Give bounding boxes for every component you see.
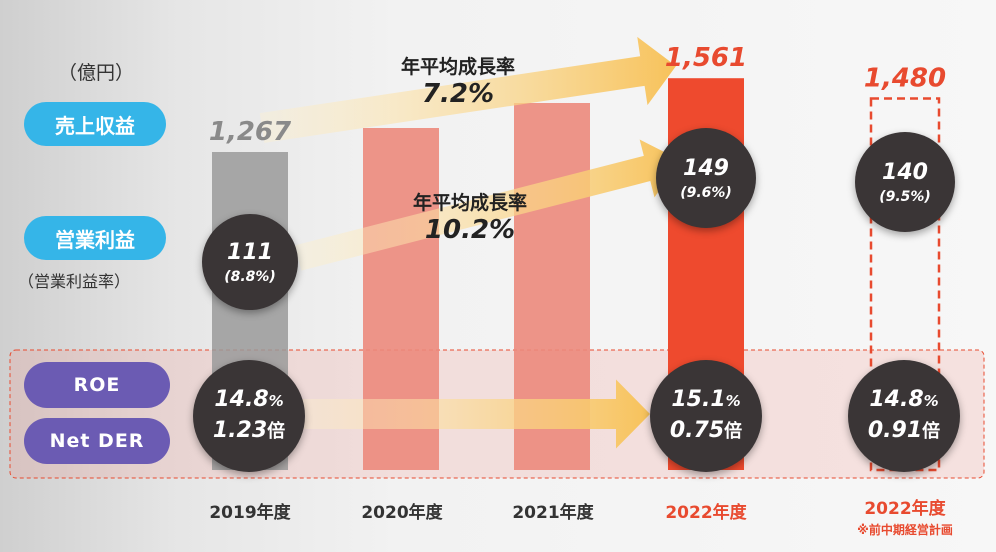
op-profit-cagr-label: 年平均成長率	[412, 192, 527, 214]
times-sign: 倍	[267, 421, 286, 442]
bar-value-label-3: 1,561	[665, 43, 747, 73]
bar-value-label-4: 1,480	[864, 64, 946, 94]
times-sign: 倍	[922, 421, 941, 442]
der-value-2022: 0.75	[669, 418, 725, 443]
op-profit-cagr-value: 10.2%	[424, 215, 516, 245]
op-profit-value-2022: 149	[683, 155, 729, 181]
revenue-row-label: 売上収益	[24, 102, 166, 146]
op-profit-value-plan: 140	[882, 159, 928, 185]
der-value-2019: 1.23	[212, 418, 268, 443]
x-tick-2021: 2021年度	[512, 503, 594, 523]
x-tick-2020: 2020年度	[361, 503, 443, 523]
roe-circle-2019: 14.8% 1.23倍	[193, 360, 305, 472]
op-profit-value-2019: 111	[227, 239, 273, 265]
op-margin-row-label: （営業利益率）	[18, 272, 131, 291]
percent-sign: %	[725, 392, 741, 410]
roe-value-2019: 14.8	[214, 387, 269, 412]
op-margin-value-2019: (8.8%)	[224, 268, 276, 285]
bar-value-label-0: 1,267	[209, 117, 292, 147]
roe-trend-arrow	[300, 379, 650, 449]
op-profit-growth-arrow	[294, 139, 680, 271]
times-sign: 倍	[724, 421, 743, 442]
x-tick-2022-plan: 2022年度	[864, 499, 946, 519]
op-margin-value-plan: (9.5%)	[879, 188, 931, 205]
roe-value-2022: 15.1	[671, 387, 726, 412]
roe-value-plan: 14.8	[869, 387, 924, 412]
revenue-cagr-label: 年平均成長率	[400, 56, 515, 78]
revenue-cagr-value: 7.2%	[421, 79, 495, 109]
op-profit-circle-plan: 140 (9.5%)	[855, 132, 955, 232]
roe-row-label: ROE	[24, 362, 170, 408]
op-profit-circle-2022: 149 (9.6%)	[656, 128, 756, 228]
roe-circle-plan: 14.8% 0.91倍	[848, 360, 960, 472]
net-der-row-label: Net DER	[24, 418, 170, 464]
der-value-plan: 0.91	[867, 418, 923, 443]
revenue-growth-arrow	[259, 36, 676, 143]
revenue-cagr: 年平均成長率 7.2%	[368, 52, 548, 109]
x-tick-2019: 2019年度	[209, 503, 291, 523]
op-profit-cagr: 年平均成長率 10.2%	[380, 188, 560, 245]
percent-sign: %	[268, 392, 284, 410]
op-margin-value-2022: (9.6%)	[680, 184, 732, 201]
op-profit-circle-2019: 111 (8.8%)	[202, 214, 298, 310]
x-tick-2022: 2022年度	[665, 503, 747, 523]
unit-label: （億円）	[58, 62, 135, 84]
op-profit-row-label: 営業利益	[24, 216, 166, 260]
plan-note: ※前中期経営計画	[857, 523, 953, 537]
percent-sign: %	[923, 392, 939, 410]
roe-circle-2022: 15.1% 0.75倍	[650, 360, 762, 472]
